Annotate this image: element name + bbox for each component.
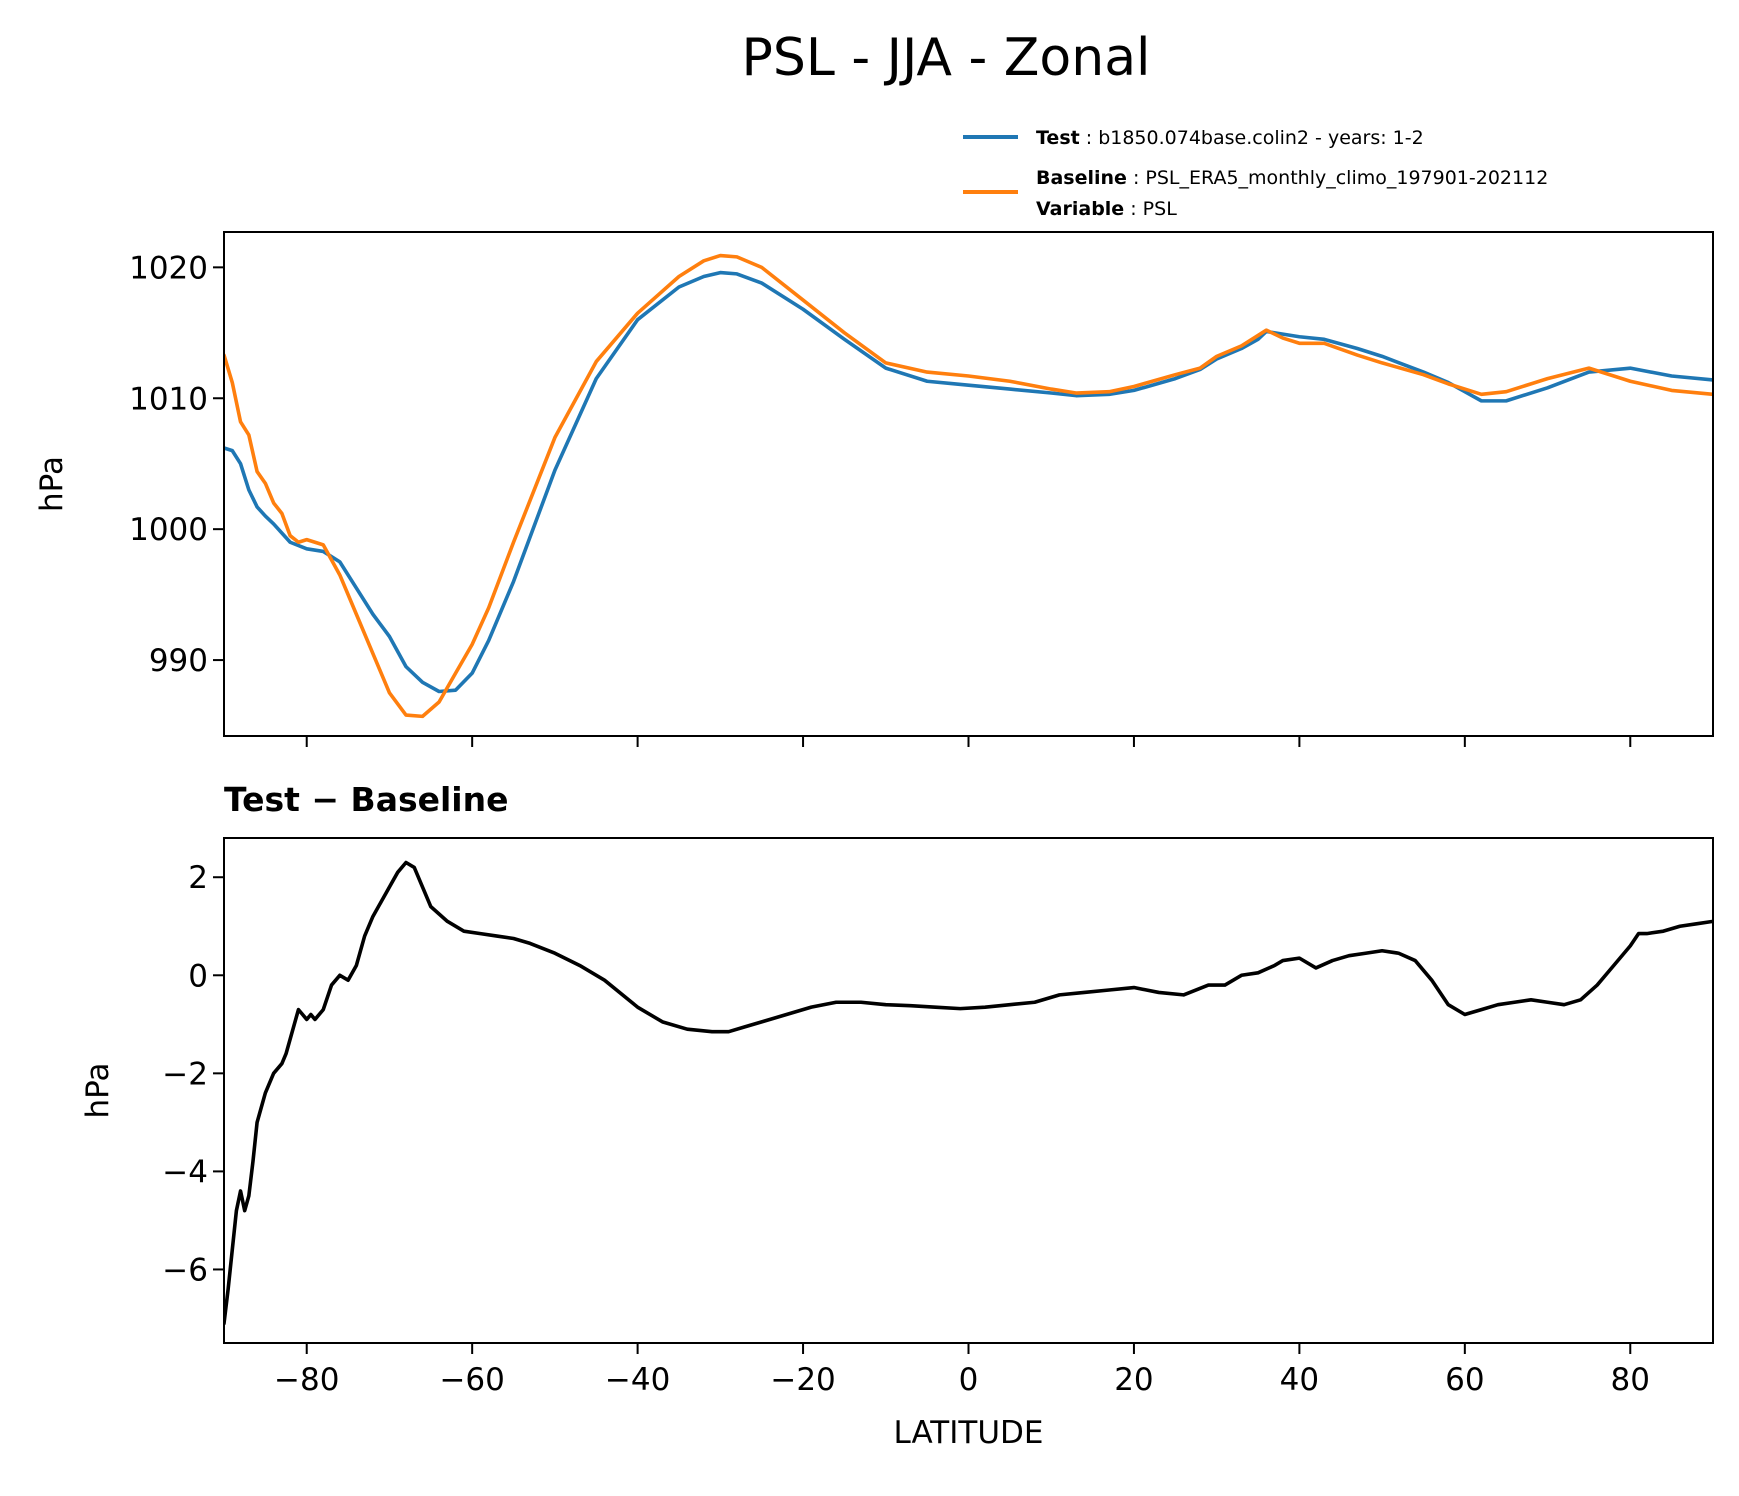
y-tick-label: 1020 [129,250,208,286]
x-tick-label: −60 [439,1362,504,1398]
y-tick-label: −4 [162,1154,208,1190]
y-tick-label: −6 [162,1252,208,1288]
legend: Test : b1850.074base.colin2 - years: 1-2… [963,127,1548,220]
x-tick-label: 20 [1114,1362,1153,1398]
series-line-test-baseline [224,860,1713,1326]
y-tick-label: 1010 [129,381,208,417]
legend-entry: Baseline : PSL_ERA5_monthly_climo_197901… [1036,167,1548,189]
x-axis-label: LATITUDE [894,1415,1044,1451]
x-tick-label: 80 [1611,1362,1650,1398]
chart-title: PSL - JJA - Zonal [741,28,1150,88]
y-tick-label: 2 [188,860,208,896]
y-tick-label: −2 [162,1056,208,1092]
legend-entry: Variable : PSL [1036,198,1177,220]
legend-entry: Test : b1850.074base.colin2 - years: 1-2 [1036,127,1424,149]
y-axis-label: hPa [34,456,70,512]
x-tick-label: 40 [1280,1362,1319,1398]
x-tick-label: −40 [605,1362,670,1398]
x-tick-label: 60 [1445,1362,1484,1398]
top-panel: 990 1000 1010 1020 hPa [34,231,1714,747]
series-line-baseline [224,253,1713,719]
x-tick-label: −20 [770,1362,835,1398]
y-tick-label: 0 [188,958,208,994]
x-tick-label: −80 [274,1362,339,1398]
y-tick-label: 1000 [129,512,208,548]
y-tick-label: 990 [149,643,208,679]
series-line-test [224,270,1713,694]
x-tick-label: 0 [959,1362,979,1398]
difference-panel-title: Test − Baseline [224,780,509,819]
y-axis-label: hPa [80,1063,116,1119]
